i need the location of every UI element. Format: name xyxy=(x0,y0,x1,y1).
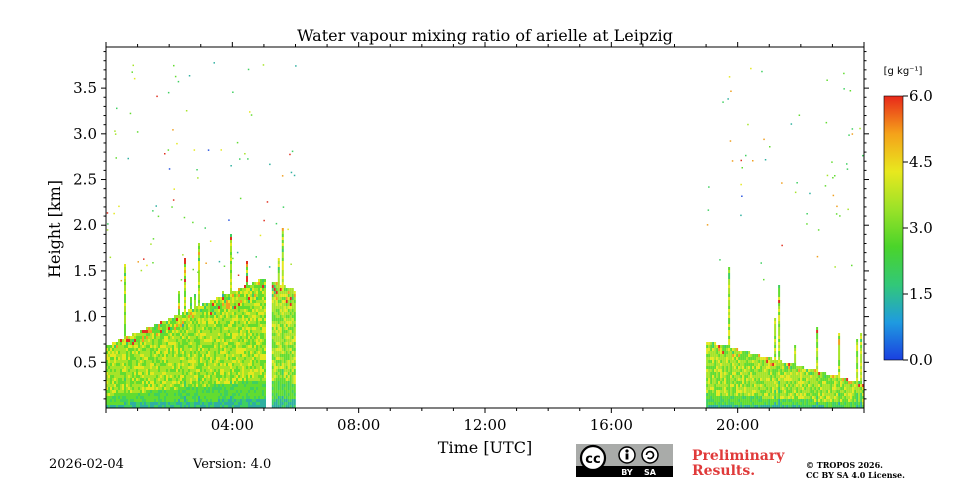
x-tick-label: 16:00 xyxy=(590,416,633,434)
preliminary-notice: Preliminary Results. xyxy=(692,449,784,479)
by-label: BY xyxy=(621,468,633,477)
y-axis-label: Height [km] xyxy=(45,180,64,278)
colorbar-bar xyxy=(883,95,904,361)
y-tick-label: 2.5 xyxy=(73,171,97,189)
colorbar-tick-label: 0.0 xyxy=(909,351,933,369)
colorbar-label: [g kg⁻¹] xyxy=(884,66,923,77)
plot-area xyxy=(106,62,865,408)
sa-icon xyxy=(641,446,659,464)
colorbar-tick-label: 6.0 xyxy=(909,87,933,105)
y-tick-label: 3.0 xyxy=(73,125,97,143)
y-tick-label: 2.0 xyxy=(73,216,97,234)
chart-title: Water vapour mixing ratio of arielle at … xyxy=(297,26,673,45)
x-tick-label: 04:00 xyxy=(211,416,254,434)
y-tick-label: 1.0 xyxy=(73,308,97,326)
copyright-line2: CC BY SA 4.0 License. xyxy=(806,470,905,480)
cc-icon xyxy=(579,444,607,472)
colorbar: [g kg⁻¹] 0.0 1.5 3.0 4.5 6.0 xyxy=(884,66,933,369)
x-tick-label: 20:00 xyxy=(716,416,759,434)
colorbar-tick-label: 4.5 xyxy=(909,153,933,171)
colorbar-tick-label: 1.5 xyxy=(909,285,933,303)
preliminary-line2: Results. xyxy=(692,463,756,479)
x-axis-label: Time [UTC] xyxy=(438,438,532,457)
colorbar-tick-label: 3.0 xyxy=(909,219,933,237)
cc-icon-text: cc xyxy=(585,452,600,467)
x-tick-label: 08:00 xyxy=(337,416,380,434)
y-tick-label: 1.5 xyxy=(73,262,97,280)
heatmap-segment-evening xyxy=(706,267,865,408)
heatmap-noise xyxy=(106,62,864,282)
copyright-line1: © TROPOS 2026. xyxy=(806,460,883,470)
date-label: 2026-02-04 xyxy=(49,457,124,472)
x-tick-label: 12:00 xyxy=(463,416,506,434)
axis-ticks: 04:00 08:00 12:00 16:00 20:00 0.5 1.0 1.5 2.0 2.5… xyxy=(73,42,869,434)
y-tick-label: 0.5 xyxy=(73,353,97,371)
copyright-notice: © TROPOS 2026. CC BY SA 4.0 License. xyxy=(806,460,905,480)
preliminary-line1: Preliminary xyxy=(692,448,785,464)
heatmap-segment-night-morning xyxy=(106,234,266,408)
y-tick-label: 3.5 xyxy=(73,79,97,97)
sa-label: SA xyxy=(644,468,657,477)
version-label: Version: 4.0 xyxy=(193,457,272,472)
cc-license-badge[interactable]: cc BY SA xyxy=(576,444,673,477)
heatmap-segment-morning-2 xyxy=(271,228,296,408)
